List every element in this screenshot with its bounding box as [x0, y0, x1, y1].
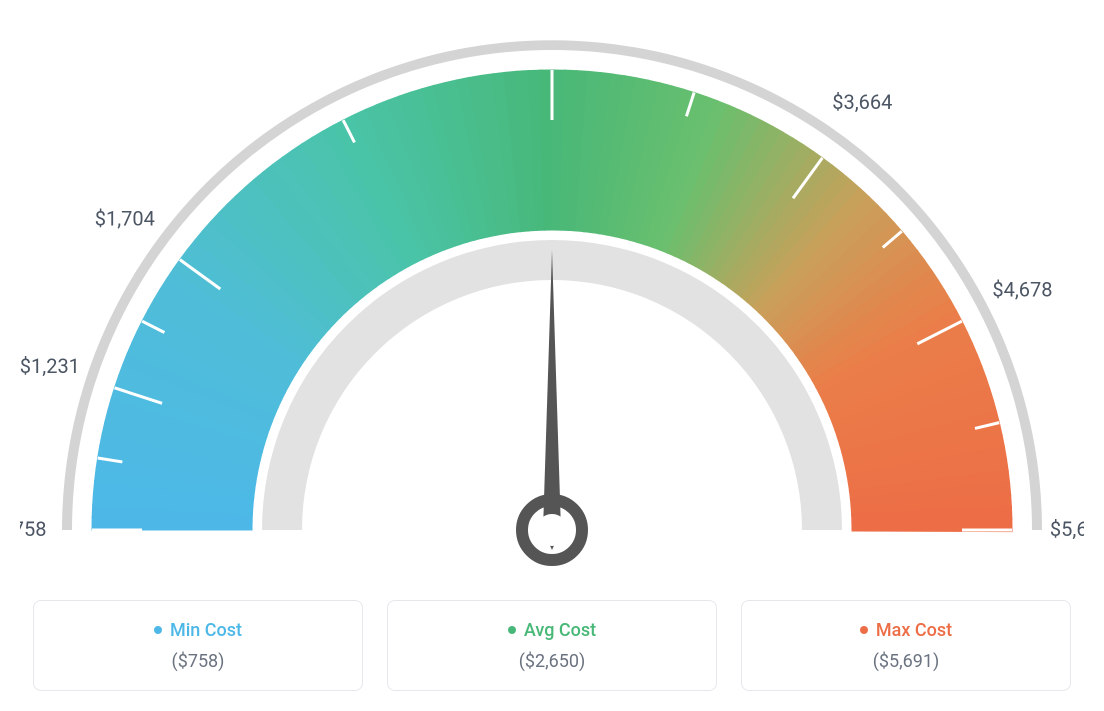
legend-title-avg: Avg Cost — [508, 620, 596, 641]
legend-dot-icon — [508, 626, 516, 634]
tick-label: $5,691 — [1050, 517, 1084, 541]
tick-label: $4,678 — [992, 277, 1052, 301]
tick-label: $3,664 — [832, 90, 892, 114]
legend-card-avg: Avg Cost ($2,650) — [387, 600, 717, 691]
legend-title-max: Max Cost — [860, 620, 952, 641]
tick-label: $1,704 — [95, 207, 155, 231]
legend-value-avg: ($2,650) — [400, 651, 704, 672]
legend-value-max: ($5,691) — [754, 651, 1058, 672]
legend-value-min: ($758) — [46, 651, 350, 672]
legend-title-text: Max Cost — [876, 620, 952, 641]
legend-row: Min Cost ($758) Avg Cost ($2,650) Max Cost ($… — [20, 600, 1084, 691]
tick-label: $1,231 — [20, 354, 80, 378]
cost-gauge-chart: $758$1,231$1,704$2,650$3,664$4,678$5,691… — [20, 20, 1084, 691]
legend-dot-icon — [154, 626, 162, 634]
legend-card-min: Min Cost ($758) — [33, 600, 363, 691]
legend-dot-icon — [860, 626, 868, 634]
tick-label: $758 — [20, 517, 46, 541]
legend-title-min: Min Cost — [154, 620, 242, 641]
gauge-svg: $758$1,231$1,704$2,650$3,664$4,678$5,691 — [20, 20, 1084, 580]
legend-card-max: Max Cost ($5,691) — [741, 600, 1071, 691]
needle-hub-inner — [536, 514, 568, 546]
legend-title-text: Avg Cost — [524, 620, 596, 641]
legend-title-text: Min Cost — [170, 620, 242, 641]
